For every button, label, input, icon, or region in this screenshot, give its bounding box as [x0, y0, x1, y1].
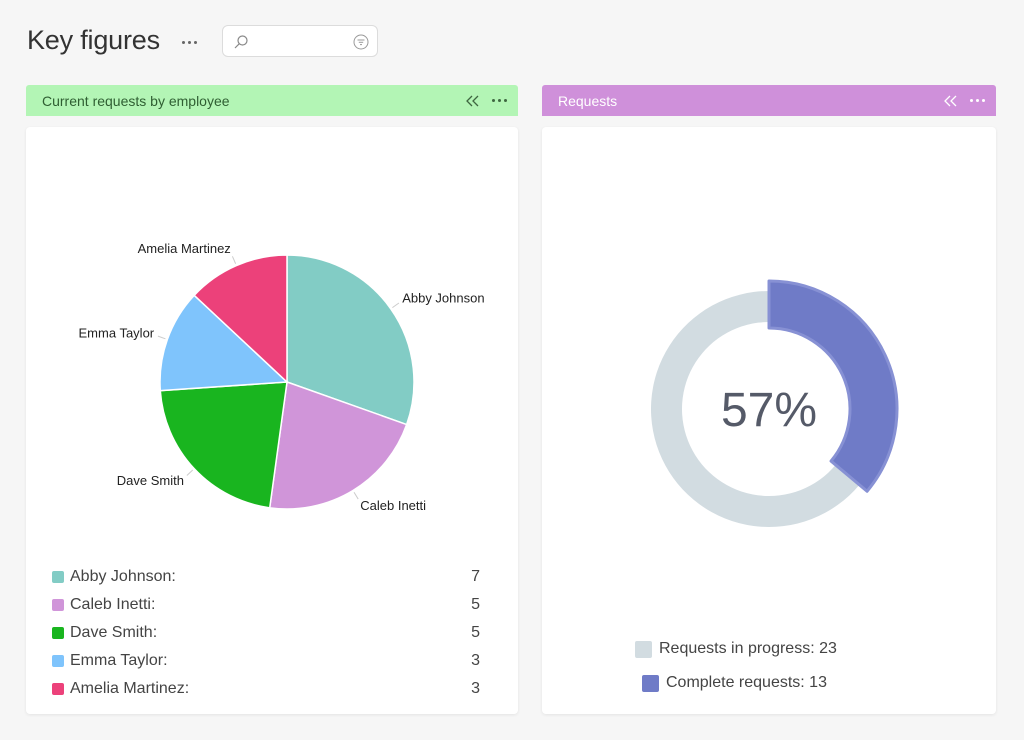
pie-label-abby-johnson: Abby Johnson: [402, 290, 484, 305]
collapse-button[interactable]: [462, 90, 484, 112]
donut-segment-requests-in-progress[interactable]: [651, 291, 860, 527]
search-box[interactable]: [222, 25, 378, 57]
filter-icon[interactable]: [353, 34, 369, 50]
legend-item-emma-taylor[interactable]: Emma Taylor: 3: [52, 650, 480, 672]
double-chevron-left-icon: [466, 95, 479, 106]
pie-label-amelia-martinez: Amelia Martinez: [138, 241, 231, 256]
page-title: Key figures: [27, 25, 160, 55]
legend-label: Complete requests: 13: [666, 674, 827, 691]
panel-more-button[interactable]: [488, 90, 510, 112]
requests-panel-title: Requests: [558, 92, 618, 109]
pie-label-connector: [392, 302, 400, 309]
pie-slice-abby-johnson[interactable]: [286, 254, 415, 426]
pie-label-connector: [353, 491, 359, 500]
pie-label-emma-taylor: Emma Taylor: [79, 325, 155, 340]
legend-swatch: [635, 640, 652, 658]
employee-pie-chart: Abby Johnson Caleb Inetti Dave Smith Emma T…: [79, 241, 485, 513]
legend-item-amelia-martinez[interactable]: Amelia Martinez: 3: [52, 678, 480, 700]
donut-legend-item-complete-requests[interactable]: Complete requests: 13: [642, 674, 827, 692]
panel-more-button[interactable]: [966, 90, 988, 112]
employees-panel-title: Current requests by employee: [42, 92, 230, 109]
pie-label-connector: [186, 469, 194, 476]
employees-chart-card: Abby Johnson Caleb Inetti Dave Smith Emma T…: [26, 127, 518, 714]
search-icon: [234, 35, 248, 49]
page-more-button[interactable]: [178, 32, 200, 52]
pie-slice-dave-smith[interactable]: [159, 381, 288, 509]
legend-swatch: [52, 599, 64, 611]
donut-center-label: 57%: [721, 384, 817, 437]
legend-swatch: [52, 655, 64, 667]
legend-value: 5: [471, 596, 480, 613]
legend-label: Requests in progress: 23: [659, 640, 837, 657]
requests-chart-card: 57% Requests in progress: 23 Complete req…: [542, 127, 996, 714]
legend-item-caleb-inetti[interactable]: Caleb Inetti: 5: [52, 594, 480, 616]
legend-label: Amelia Martinez:: [70, 680, 190, 697]
search-input[interactable]: [253, 32, 343, 52]
legend-label: Emma Taylor:: [70, 652, 168, 669]
legend-swatch: [52, 683, 64, 695]
donut-legend-item-requests-in-progress[interactable]: Requests in progress: 23: [635, 640, 837, 658]
collapse-button[interactable]: [940, 90, 962, 112]
legend-label: Caleb Inetti:: [70, 596, 156, 613]
pie-label-connector: [157, 335, 166, 340]
pie-slice-emma-taylor[interactable]: [159, 294, 289, 392]
legend-swatch: [52, 627, 64, 639]
requests-donut-chart: 57%: [651, 279, 899, 527]
legend-item-dave-smith[interactable]: Dave Smith: 5: [52, 622, 480, 644]
pie-label-dave-smith: Dave Smith: [117, 473, 184, 488]
legend-swatch: [52, 571, 64, 583]
legend-value: 7: [471, 568, 480, 585]
pie-slice-caleb-inetti[interactable]: [268, 380, 408, 510]
more-icon: [181, 40, 197, 44]
legend-label: Abby Johnson:: [70, 568, 176, 585]
legend-value: 5: [471, 624, 480, 641]
pie-label-connector: [231, 256, 237, 264]
legend-value: 3: [471, 652, 480, 669]
donut-segment-complete-requests[interactable]: [767, 279, 899, 493]
pie-slice-amelia-martinez[interactable]: [193, 254, 288, 384]
requests-panel-header: Requests: [542, 85, 996, 116]
more-icon: [969, 99, 985, 102]
employees-panel-header: Current requests by employee: [26, 85, 518, 116]
legend-item-abby-johnson[interactable]: Abby Johnson: 7: [52, 566, 480, 588]
more-icon: [491, 99, 507, 102]
pie-label-caleb-inetti: Caleb Inetti: [360, 498, 426, 513]
legend-label: Dave Smith:: [70, 624, 158, 641]
legend-value: 3: [471, 680, 480, 697]
double-chevron-left-icon: [944, 95, 957, 106]
legend-swatch: [642, 674, 659, 692]
